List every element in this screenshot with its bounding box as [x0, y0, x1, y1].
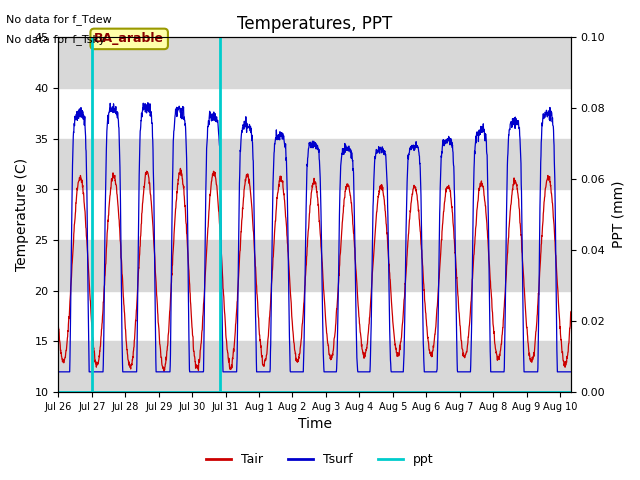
Bar: [58, 139, 571, 190]
Title: Temperatures, PPT: Temperatures, PPT: [237, 15, 392, 33]
Bar: [58, 37, 571, 88]
Bar: [58, 240, 571, 291]
Bar: [58, 341, 571, 392]
X-axis label: Time: Time: [298, 418, 332, 432]
Y-axis label: Temperature (C): Temperature (C): [15, 158, 29, 271]
Text: BA_arable: BA_arable: [94, 33, 164, 46]
Text: No data for f_Tsky: No data for f_Tsky: [6, 34, 106, 45]
Legend: Tair, Tsurf, ppt: Tair, Tsurf, ppt: [202, 448, 438, 471]
Y-axis label: PPT (mm): PPT (mm): [611, 181, 625, 249]
Text: No data for f_Tdew: No data for f_Tdew: [6, 14, 112, 25]
